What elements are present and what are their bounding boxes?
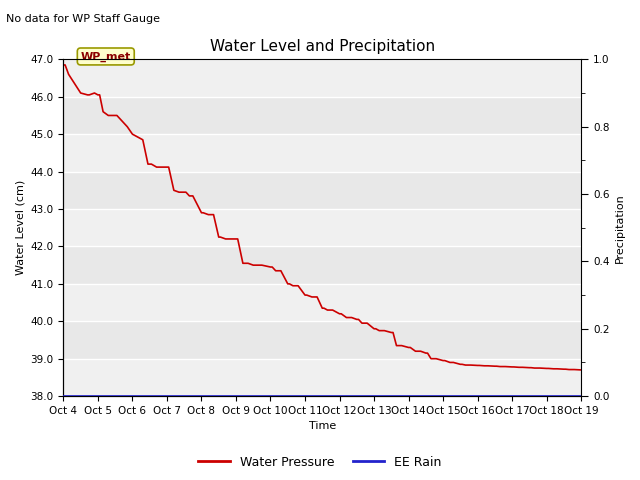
Bar — [63, 209, 581, 246]
Legend: Water Pressure, EE Rain: Water Pressure, EE Rain — [193, 451, 447, 474]
Text: WP_met: WP_met — [81, 51, 131, 61]
Text: No data for WP Staff Gauge: No data for WP Staff Gauge — [6, 14, 161, 24]
Title: Water Level and Precipitation: Water Level and Precipitation — [210, 39, 435, 54]
Bar — [63, 359, 581, 396]
Bar — [63, 134, 581, 171]
Bar — [63, 284, 581, 321]
X-axis label: Time: Time — [308, 421, 336, 432]
Y-axis label: Water Level (cm): Water Level (cm) — [15, 180, 25, 276]
Bar — [63, 60, 581, 97]
Y-axis label: Precipitation: Precipitation — [615, 193, 625, 263]
